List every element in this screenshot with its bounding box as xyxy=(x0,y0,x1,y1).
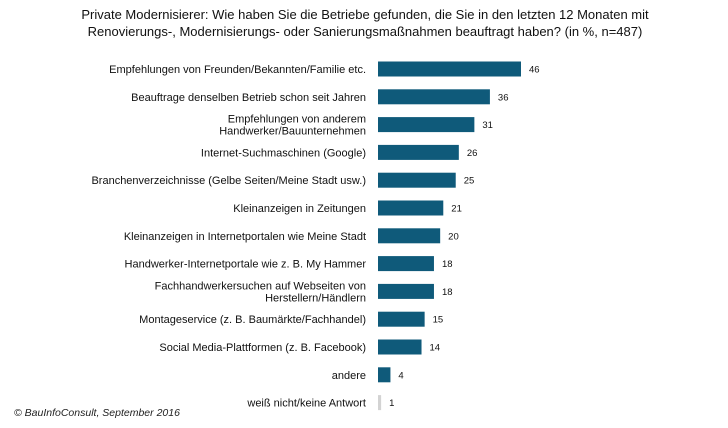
bar xyxy=(378,61,521,77)
title-line: Renovierungs-, Modernisierungs- oder San… xyxy=(88,24,643,39)
category-label: Branchenverzeichnisse (Gelbe Seiten/Mein… xyxy=(91,175,366,187)
category-label: Empfehlungen von anderem xyxy=(228,114,366,126)
bar xyxy=(378,172,456,188)
bar xyxy=(378,395,382,411)
bar xyxy=(378,228,441,244)
data-label: 36 xyxy=(498,92,509,103)
bar xyxy=(378,311,425,327)
category-label: Fachhandwerkersuchen auf Webseiten von xyxy=(155,280,366,292)
category-label: Herstellern/Händlern xyxy=(265,292,366,304)
data-label: 20 xyxy=(448,231,459,242)
bars: 46 Empfehlungen von Freunden/Bekannten/Fa… xyxy=(91,61,540,411)
data-label: 25 xyxy=(464,176,475,187)
data-label: 46 xyxy=(529,65,540,76)
category-label: Handwerker-Internetportale wie z. B. My … xyxy=(125,259,367,271)
data-label: 26 xyxy=(467,148,478,159)
source-footer: © BauInfoConsult, September 2016 xyxy=(14,407,180,419)
data-label: 18 xyxy=(442,259,453,270)
bar xyxy=(378,256,434,272)
bar xyxy=(378,367,391,383)
category-label: Kleinanzeigen in Internetportalen wie Me… xyxy=(124,231,366,243)
category-label: Beauftrage denselben Betrieb schon seit … xyxy=(131,92,366,104)
bar xyxy=(378,200,444,216)
category-label: Social Media-Plattformen (z. B. Facebook… xyxy=(159,342,366,354)
data-label: 15 xyxy=(433,315,444,326)
category-label: Montageservice (z. B. Baumärkte/Fachhand… xyxy=(139,314,366,326)
chart-title: Private Modernisierer: Wie haben Sie die… xyxy=(81,7,649,39)
data-label: 1 xyxy=(389,398,394,409)
bar xyxy=(378,89,490,105)
bar xyxy=(378,283,434,299)
data-label: 4 xyxy=(398,370,403,381)
bar xyxy=(378,144,459,160)
data-label: 31 xyxy=(482,120,493,131)
data-label: 18 xyxy=(442,287,453,298)
bar xyxy=(378,339,422,355)
category-label: Handwerker/Bauunternehmen xyxy=(219,126,366,138)
category-label: andere xyxy=(332,370,366,382)
data-label: 21 xyxy=(451,204,462,215)
category-label: Internet-Suchmaschinen (Google) xyxy=(201,147,366,159)
category-label: Kleinanzeigen in Zeitungen xyxy=(233,203,366,215)
data-label: 14 xyxy=(430,343,441,354)
title-line: Private Modernisierer: Wie haben Sie die… xyxy=(81,7,649,22)
bar xyxy=(378,117,475,133)
category-label: weiß nicht/keine Antwort xyxy=(246,398,366,410)
category-label: Empfehlungen von Freunden/Bekannten/Fami… xyxy=(109,64,366,76)
